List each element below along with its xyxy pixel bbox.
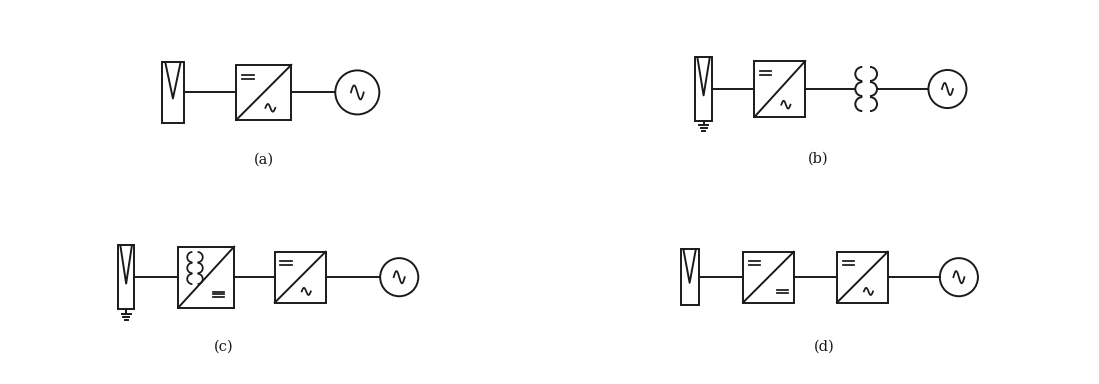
- Bar: [754, 61, 806, 117]
- Bar: [743, 252, 793, 303]
- Text: (a): (a): [254, 153, 274, 167]
- Bar: [178, 247, 234, 308]
- Bar: [118, 245, 134, 309]
- Bar: [162, 62, 184, 123]
- Bar: [275, 252, 325, 303]
- Bar: [236, 65, 291, 120]
- Bar: [680, 249, 699, 305]
- Text: (d): (d): [814, 339, 834, 353]
- Text: (c): (c): [214, 339, 234, 353]
- Bar: [837, 252, 888, 303]
- Bar: [695, 57, 712, 121]
- Text: (b): (b): [808, 151, 829, 165]
